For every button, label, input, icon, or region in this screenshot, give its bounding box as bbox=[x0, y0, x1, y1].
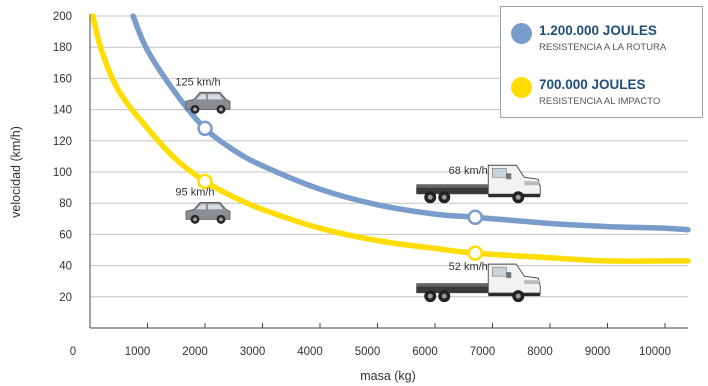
annotations: 125 km/h 95 km/h 68 km/h 52 km/h bbox=[175, 76, 487, 273]
legend-subtitle: RESISTENCIA AL IMPACTO bbox=[539, 96, 661, 107]
x-tick-label: 3000 bbox=[240, 346, 266, 358]
x-tick-label: 4000 bbox=[297, 346, 323, 358]
y-tick-label: 40 bbox=[59, 261, 72, 273]
x-tick-label: 9000 bbox=[585, 346, 611, 358]
x-tick-label: 7000 bbox=[470, 346, 496, 358]
y-tick-label: 200 bbox=[53, 11, 72, 23]
vehicle-icons bbox=[185, 91, 541, 303]
x-tick-label: 10000 bbox=[639, 346, 671, 358]
truck-icon bbox=[416, 164, 541, 204]
speed-label: 52 km/h bbox=[449, 261, 488, 273]
y-tick-label: 120 bbox=[53, 136, 72, 148]
legend-subtitle: RESISTENCIA A LA ROTURA bbox=[539, 42, 667, 53]
data-point-marker bbox=[467, 245, 483, 261]
legend-title: 1.200.000 JOULES bbox=[539, 23, 657, 38]
legend-swatch-blue bbox=[511, 23, 532, 44]
x-axis-label: masa (kg) bbox=[360, 369, 416, 383]
suv-icon bbox=[185, 201, 231, 224]
point-markers bbox=[197, 120, 483, 261]
grid-lines: 20 40 60 80 100 120 140 160 180 200 bbox=[53, 11, 688, 304]
legend-title: 700.000 JOULES bbox=[539, 77, 646, 92]
x-tick-label: 2000 bbox=[182, 346, 208, 358]
truck-icon bbox=[416, 263, 541, 303]
x-tick-label: 8000 bbox=[527, 346, 553, 358]
x-tick-label: 5000 bbox=[355, 346, 381, 358]
y-tick-label: 100 bbox=[53, 167, 72, 179]
series-lines bbox=[90, 13, 691, 264]
x-tick-label: 1000 bbox=[125, 346, 151, 358]
x-tick-label: 0 bbox=[70, 346, 76, 358]
suv-icon bbox=[185, 91, 231, 114]
y-axis-label: velocidad (km/h) bbox=[9, 126, 23, 218]
y-tick-label: 180 bbox=[53, 42, 72, 54]
legend: 1.200.000 JOULES RESISTENCIA A LA ROTURA… bbox=[500, 6, 703, 118]
series-line-1 bbox=[90, 13, 691, 264]
data-point-marker bbox=[197, 120, 213, 137]
y-tick-label: 80 bbox=[59, 198, 72, 210]
y-tick-label: 60 bbox=[59, 229, 72, 241]
series-line-0 bbox=[130, 13, 691, 233]
axes: masa (kg) velocidad (km/h) 0 1000 2000 3000… bbox=[9, 14, 688, 383]
speed-label: 68 km/h bbox=[449, 165, 488, 177]
legend-swatch-yellow bbox=[511, 77, 532, 98]
y-tick-label: 140 bbox=[53, 105, 72, 117]
data-point-marker bbox=[467, 209, 483, 225]
y-tick-label: 20 bbox=[59, 292, 72, 304]
y-tick-label: 160 bbox=[53, 73, 72, 85]
speed-label: 95 km/h bbox=[175, 186, 214, 198]
speed-label: 125 km/h bbox=[175, 76, 220, 88]
x-tick-label: 6000 bbox=[412, 346, 438, 358]
data-point-marker bbox=[197, 173, 213, 190]
